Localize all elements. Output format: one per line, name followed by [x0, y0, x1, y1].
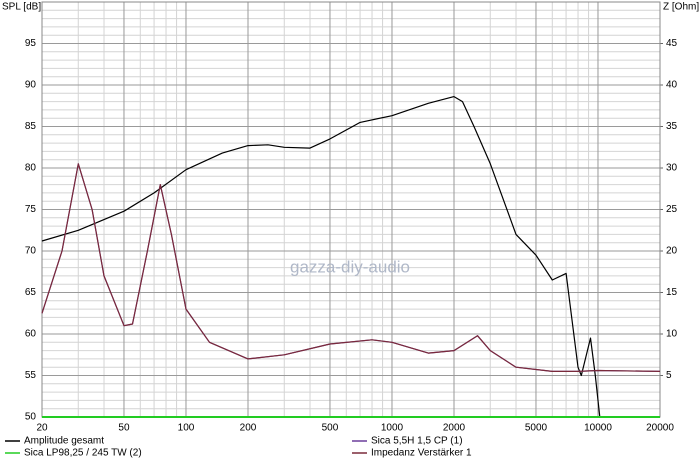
y2-tick-label: 10 — [666, 329, 678, 340]
y2-tick-label: 30 — [666, 163, 678, 174]
y2-axis-label: Z [Ohm] — [663, 2, 699, 13]
y-tick-label: 75 — [25, 204, 37, 215]
legend-label: Sica LP98,25 / 245 TW (2) — [24, 448, 142, 458]
y2-tick-label: 35 — [666, 121, 678, 132]
x-tick-label: 500 — [322, 423, 339, 434]
y2-tick-label: 5 — [666, 370, 672, 381]
x-tick-label: 1000 — [381, 423, 404, 434]
y-tick-label: 65 — [25, 287, 37, 298]
x-tick-label: 20 — [36, 423, 48, 434]
legend-label: Sica 5,5H 1,5 CP (1) — [371, 436, 463, 447]
watermark: gazza-diy-audio — [290, 257, 410, 276]
x-tick-label: 20000 — [646, 423, 674, 434]
y-tick-label: 90 — [25, 80, 37, 91]
x-tick-label: 100 — [178, 423, 195, 434]
x-tick-label: 5000 — [525, 423, 548, 434]
legend-label: Impedanz Verstärker 1 — [371, 448, 472, 458]
y-tick-label: 80 — [25, 163, 37, 174]
y-tick-label: 85 — [25, 121, 37, 132]
x-tick-label: 2000 — [443, 423, 466, 434]
x-tick-label: 200 — [240, 423, 257, 434]
y-tick-label: 55 — [25, 370, 37, 381]
grid — [41, 1, 661, 418]
y2-tick-label: 25 — [666, 204, 678, 215]
y-tick-label: 50 — [25, 412, 37, 423]
legend-label: Amplitude gesamt — [24, 436, 104, 447]
x-tick-label: 50 — [118, 423, 130, 434]
y2-tick-label: 45 — [666, 38, 678, 49]
x-tick-label: 10000 — [584, 423, 612, 434]
y-tick-label: 95 — [25, 38, 37, 49]
y-tick-label: 70 — [25, 246, 37, 257]
series-line — [41, 96, 660, 418]
y2-tick-label: 40 — [666, 80, 678, 91]
y-tick-label: 60 — [25, 329, 37, 340]
y2-tick-label: 15 — [666, 287, 678, 298]
series-line — [41, 163, 661, 372]
y-axis-label: SPL [dB] — [2, 2, 41, 13]
y2-tick-label: 20 — [666, 246, 678, 257]
